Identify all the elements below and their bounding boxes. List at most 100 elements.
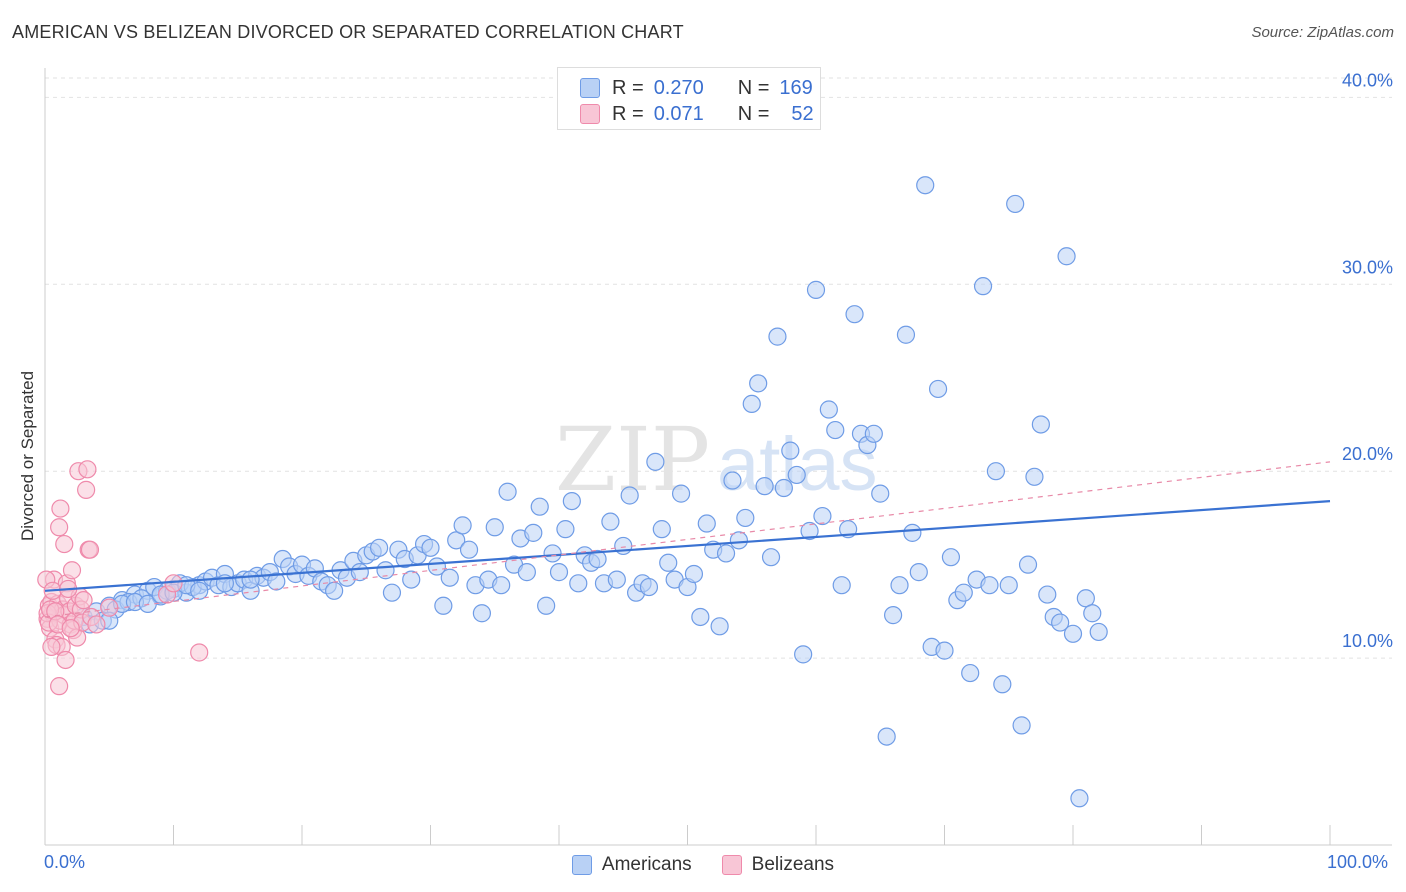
data-point [492,576,511,595]
data-point [800,521,819,541]
data-point [55,534,74,554]
source-label: Source: ZipAtlas.com [1251,24,1394,41]
data-point [62,561,82,580]
data-point [787,465,806,485]
data-point [325,581,344,600]
data-point [1006,194,1025,214]
data-point [794,645,813,664]
data-point [556,520,575,539]
data-point [569,574,588,593]
series-americans [74,176,1108,808]
trend-line-americans [44,499,1331,592]
trend-lines [44,461,1331,618]
data-point [607,570,626,589]
americans-swatch [571,855,592,875]
data-point [1083,604,1102,623]
n-label: N = [737,102,770,125]
data-point [100,598,119,617]
data-point [871,484,890,503]
data-point [453,516,472,535]
data-point [716,544,736,563]
data-point [537,596,556,615]
data-point [684,564,704,584]
data-point [710,617,729,636]
data-point [761,548,781,567]
data-point [530,497,549,516]
data-point [883,606,903,625]
y-tick-label: 20.0% [1342,444,1393,464]
n-value: 169 [779,76,813,99]
legend-label-belizeans: Belizeans [751,854,835,875]
data-point [1018,555,1038,574]
belizeans-swatch [721,855,742,875]
data-point [241,570,260,589]
data-point [498,482,517,501]
chart-title: AMERICAN VS BELIZEAN DIVORCED OR SEPARAT… [12,22,684,42]
data-point [524,523,543,542]
data-point [459,540,479,559]
data-point [1051,613,1070,632]
data-point [50,518,69,537]
data-point [742,394,761,414]
data-point [646,452,665,471]
data-point [903,523,922,542]
data-point [440,568,459,587]
data-point [549,563,569,582]
data-point [736,508,755,528]
data-point [472,604,491,623]
data-point [370,538,389,557]
data-point [993,675,1012,694]
data-point [832,576,851,595]
data-point [928,379,948,399]
data-point [51,499,70,518]
data-point [1063,624,1083,643]
data-point [78,460,97,479]
data-point [671,484,691,503]
data-point [774,478,793,498]
data-point [1038,585,1057,604]
stats-legend: R = 0.270 N = 169 R = 0.071 N = 52 [557,67,821,130]
y-tick-label: 30.0% [1342,257,1393,277]
data-point [77,480,96,499]
y-tick-label: 40.0% [1342,70,1393,90]
data-point [826,420,845,440]
data-point [588,549,607,569]
legend-item-belizeans: Belizeans [721,854,835,876]
data-point [652,520,671,539]
data-point [980,576,999,595]
data-point [697,514,716,533]
r-value: 0.270 [653,76,704,99]
data-point [755,477,774,496]
series-legend: Americans Belizeans [0,852,1406,878]
belizeans-swatch [580,104,600,124]
n-value: 52 [791,102,814,125]
watermark-atlas: atlas [717,422,878,507]
axes [44,68,1392,846]
r-label: R = [612,76,644,99]
data-point [74,591,93,610]
data-point [80,540,100,559]
r-value: 0.071 [653,102,704,125]
y-tick-label: 10.0% [1342,631,1393,651]
data-point [1057,247,1076,266]
data-point [916,176,935,195]
x-tick-label-max: 100.0% [1327,852,1389,872]
data-point [781,441,800,460]
data-point [845,305,864,324]
data-point [954,583,973,602]
data-point [620,486,639,505]
legend-row-americans: R = 0.270 N = 169 [580,76,813,100]
data-point [447,531,466,550]
data-point [1012,716,1031,735]
data-point [1025,467,1044,486]
data-point [973,277,993,296]
data-point [749,374,768,393]
data-point [190,643,209,662]
data-point [87,615,106,634]
americans-swatch [580,78,600,98]
data-point [909,563,928,582]
legend-row-belizeans: R = 0.071 N = 52 [580,102,814,126]
data-point [1089,622,1108,642]
data-point [723,471,742,490]
